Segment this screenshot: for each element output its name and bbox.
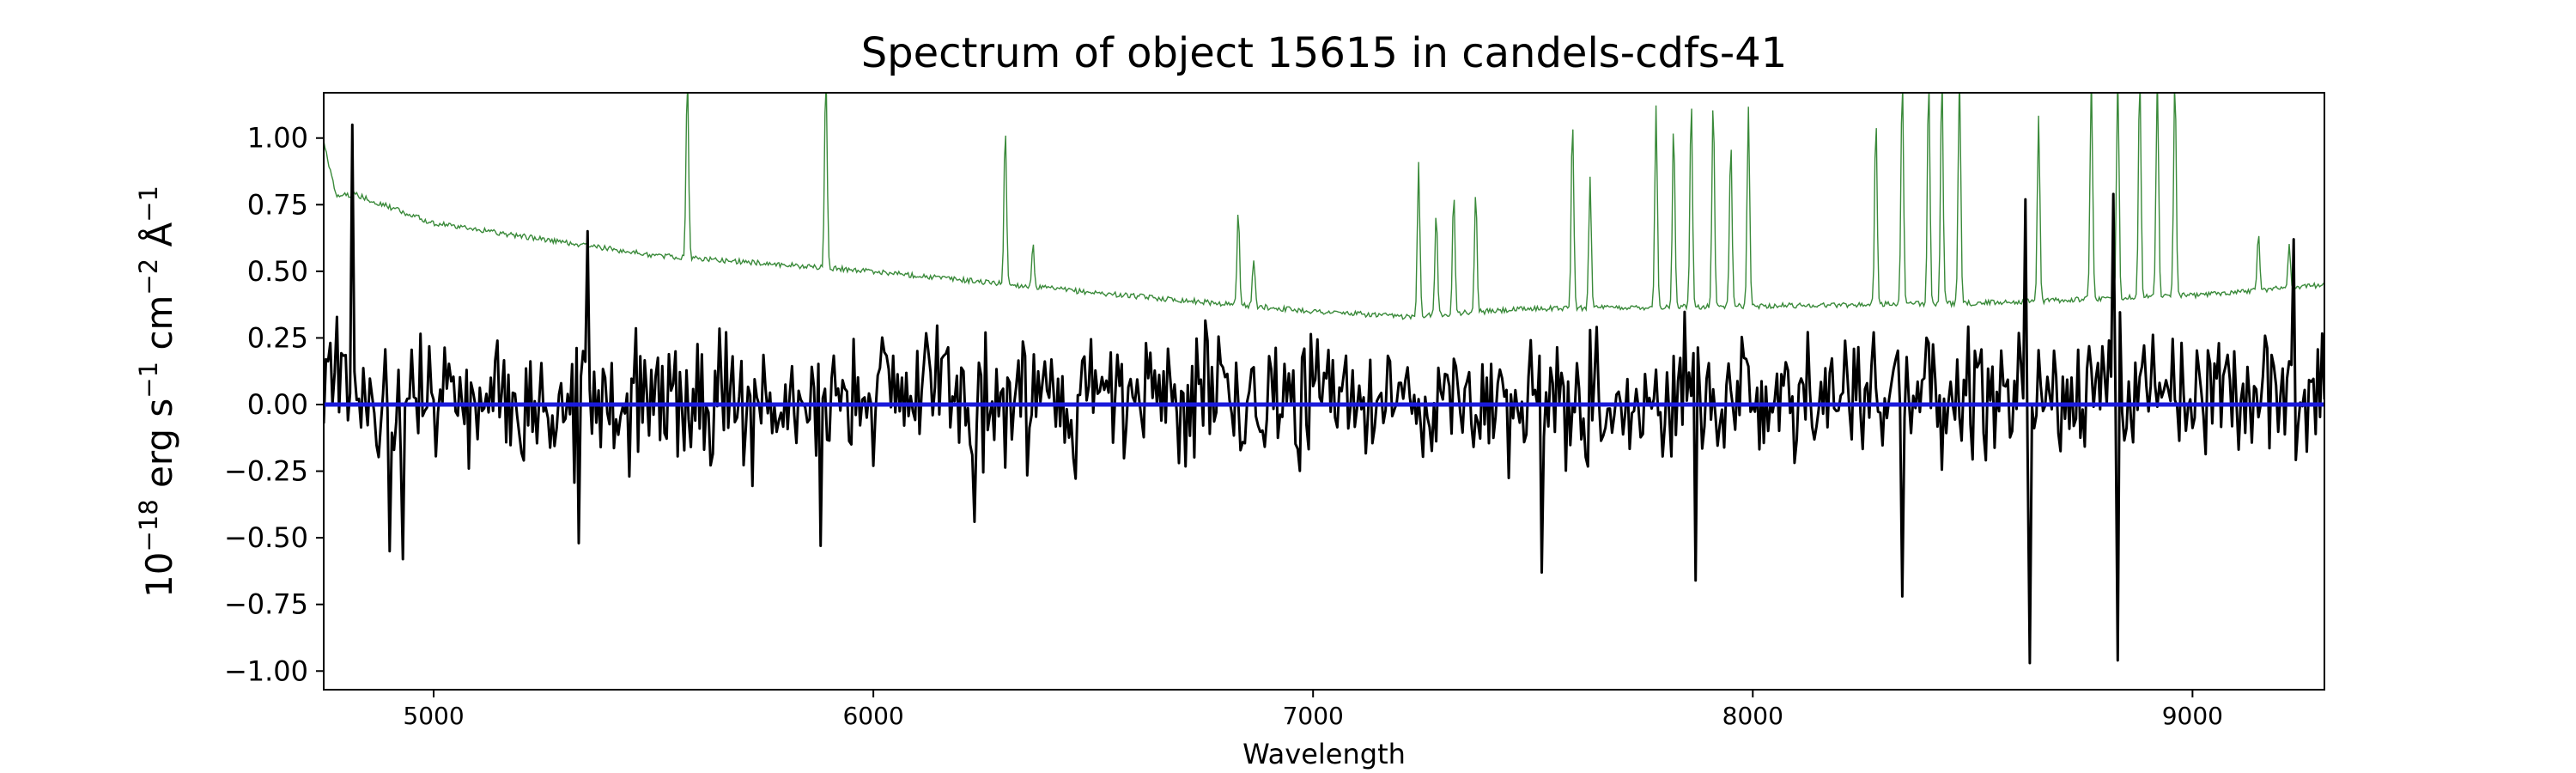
- y-tick-label: 0.50: [247, 255, 308, 288]
- y-label-s-exp: −1: [134, 362, 163, 399]
- y-tick-label: 1.00: [247, 122, 308, 155]
- y-label-cm: cm: [138, 295, 180, 362]
- x-tick-label: 6000: [842, 702, 903, 730]
- y-label-erg: erg s: [138, 399, 180, 500]
- y-tick-label: 0.75: [247, 188, 308, 221]
- plot-area: [323, 92, 2325, 691]
- x-tick-label: 8000: [1722, 702, 1783, 730]
- y-label-exp: −18: [134, 499, 163, 551]
- x-tick-label: 5000: [403, 702, 464, 730]
- y-label-angstrom-exp: −1: [134, 186, 163, 222]
- y-axis-label: 10−18 erg s−1 cm−2 Å−1: [134, 186, 180, 598]
- y-label-angstrom: Å: [137, 222, 180, 259]
- flux-spectrum-line: [324, 123, 2324, 665]
- x-tick-label: 9000: [2162, 702, 2223, 730]
- x-axis-label: Wavelength: [1242, 738, 1406, 770]
- y-tick-label: −0.75: [224, 588, 308, 621]
- y-tick-label: −1.00: [224, 654, 308, 687]
- y-label-cm-exp: −2: [134, 259, 163, 295]
- y-tick-label: 0.00: [247, 388, 308, 421]
- y-label-base: 10: [138, 552, 180, 598]
- series-layer: [324, 93, 2324, 665]
- y-axis-ticks: 1.00 0.75 0.50 0.25 0.00 −0.25 −0.50 −0.75 −1.00: [224, 122, 324, 687]
- error-spectrum-line: [324, 93, 2324, 320]
- x-tick-label: 7000: [1283, 702, 1344, 730]
- plot-frame: [323, 92, 2325, 691]
- x-axis-ticks: 5000 6000 7000 8000 9000: [403, 690, 2223, 730]
- y-tick-label: −0.25: [224, 455, 308, 488]
- y-tick-label: 0.25: [247, 321, 308, 354]
- y-tick-label: −0.50: [224, 521, 308, 554]
- chart-title: Spectrum of object 15615 in candels-cdfs…: [861, 29, 1788, 77]
